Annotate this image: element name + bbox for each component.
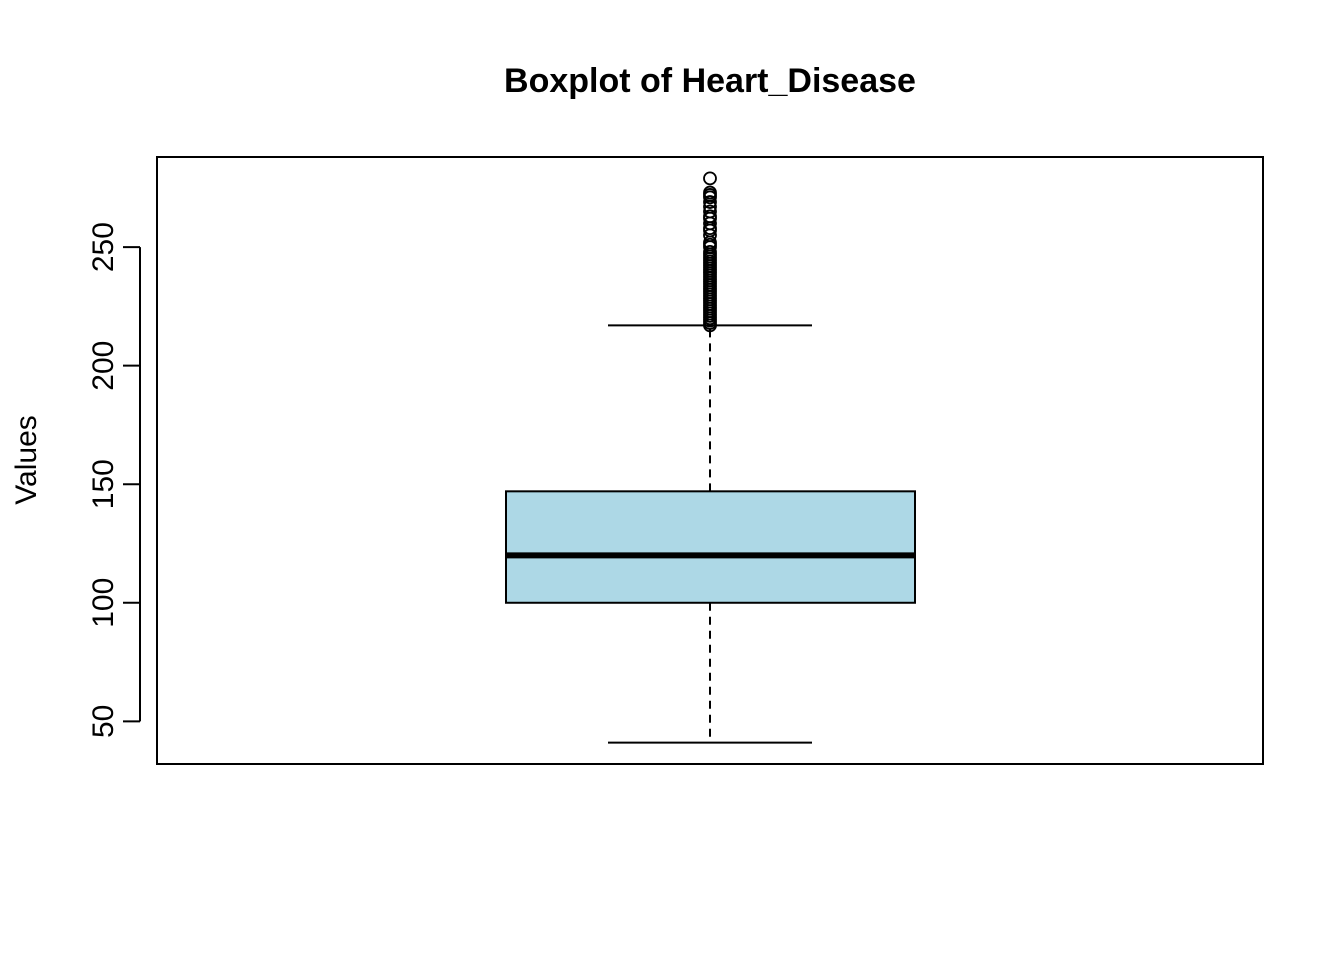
outlier-point (703, 244, 717, 259)
y-tick-label: 200 (87, 341, 120, 391)
outlier-point (703, 185, 717, 200)
iqr-box (505, 490, 916, 604)
y-tick-label: 150 (87, 459, 120, 509)
outlier-point (703, 171, 717, 186)
outlier-point (703, 209, 717, 224)
outlier-point (703, 204, 717, 219)
y-tick-label: 50 (87, 705, 120, 738)
y-axis-label: Values (10, 415, 43, 505)
y-tick-label: 250 (87, 222, 120, 272)
chart-title: Boxplot of Heart_Disease (504, 62, 916, 100)
outlier-point (703, 195, 717, 209)
y-axis: 50 100 150 200 250 (87, 222, 141, 738)
y-tick-label: 100 (87, 578, 120, 628)
box-group (505, 171, 916, 744)
plot-frame (156, 156, 1264, 765)
